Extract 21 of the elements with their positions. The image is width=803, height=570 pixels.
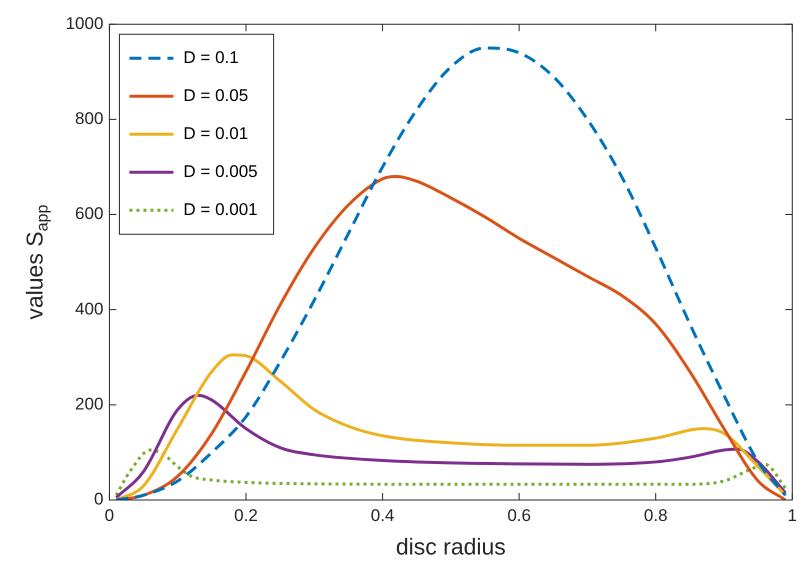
line-series — [114, 46, 787, 500]
legend-label: D = 0.001 — [183, 200, 258, 219]
x-tick-label: 0.6 — [507, 506, 531, 525]
x-axis-title: disc radius — [396, 534, 506, 560]
x-tick-label: 1 — [788, 506, 798, 525]
x-tick-label: 0.8 — [644, 506, 668, 525]
y-tick-label: 0 — [94, 490, 104, 509]
line-series — [114, 448, 787, 497]
x-tick-label: 0.4 — [370, 506, 394, 525]
y-tick-label: 400 — [75, 299, 104, 318]
y-axis-title: values Sapp — [21, 204, 52, 320]
line-series — [114, 394, 787, 500]
y-tick-label: 1000 — [66, 14, 104, 33]
y-tick-label: 600 — [75, 204, 104, 224]
legend-label: D = 0.01 — [183, 124, 248, 143]
x-tick-label: 0.2 — [234, 506, 258, 525]
legend-label: D = 0.1 — [183, 48, 239, 67]
y-tick-label: 800 — [75, 109, 104, 128]
legend-label: D = 0.05 — [183, 86, 248, 105]
legend-label: D = 0.005 — [183, 162, 258, 181]
y-tick-label: 200 — [75, 394, 104, 414]
